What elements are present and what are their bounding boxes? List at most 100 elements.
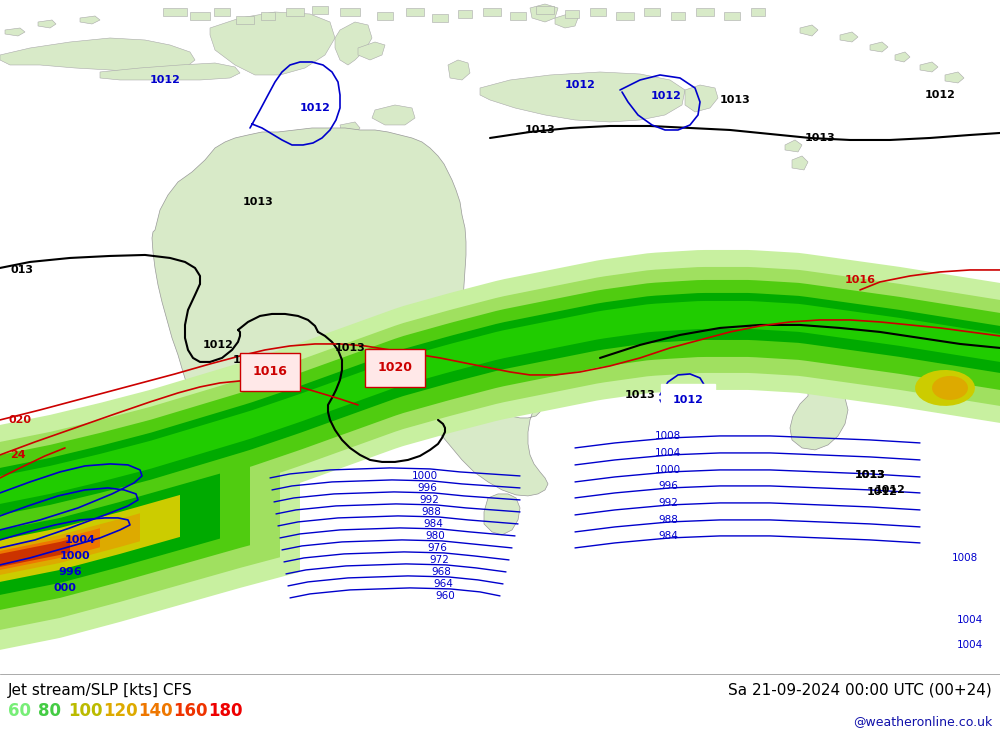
Text: 976: 976 bbox=[427, 543, 447, 553]
Text: 968: 968 bbox=[431, 567, 451, 577]
Polygon shape bbox=[696, 8, 714, 16]
Text: Sa 21-09-2024 00:00 UTC (00+24): Sa 21-09-2024 00:00 UTC (00+24) bbox=[728, 683, 992, 698]
Polygon shape bbox=[0, 539, 70, 567]
Polygon shape bbox=[0, 474, 220, 595]
Text: 1012: 1012 bbox=[867, 487, 897, 497]
Text: 1013: 1013 bbox=[720, 95, 750, 105]
Polygon shape bbox=[340, 122, 360, 135]
Polygon shape bbox=[0, 293, 1000, 515]
Text: 984: 984 bbox=[658, 531, 678, 541]
Text: 1008: 1008 bbox=[655, 431, 681, 441]
Text: 992: 992 bbox=[658, 498, 678, 508]
Polygon shape bbox=[312, 6, 328, 14]
Polygon shape bbox=[261, 12, 275, 20]
Text: 1000: 1000 bbox=[655, 465, 681, 475]
Polygon shape bbox=[932, 376, 968, 400]
Polygon shape bbox=[432, 14, 448, 22]
Polygon shape bbox=[790, 390, 848, 450]
Polygon shape bbox=[0, 495, 180, 582]
Polygon shape bbox=[0, 450, 250, 610]
Text: 1012: 1012 bbox=[300, 103, 330, 113]
Polygon shape bbox=[840, 32, 858, 42]
Polygon shape bbox=[616, 12, 634, 20]
Text: 996: 996 bbox=[58, 567, 82, 577]
Polygon shape bbox=[510, 12, 526, 20]
Polygon shape bbox=[800, 25, 818, 36]
Polygon shape bbox=[0, 427, 280, 630]
Text: 1012: 1012 bbox=[875, 485, 905, 495]
Polygon shape bbox=[915, 370, 975, 406]
Text: 1012: 1012 bbox=[565, 80, 595, 90]
Text: 1013: 1013 bbox=[855, 470, 885, 480]
Polygon shape bbox=[555, 14, 578, 28]
Text: Jet stream/SLP [kts] CFS: Jet stream/SLP [kts] CFS bbox=[8, 683, 193, 698]
Text: @weatheronline.co.uk: @weatheronline.co.uk bbox=[853, 715, 992, 728]
Text: 996: 996 bbox=[658, 481, 678, 491]
Text: 1000: 1000 bbox=[412, 471, 438, 481]
Text: 1012: 1012 bbox=[925, 90, 955, 100]
Polygon shape bbox=[340, 8, 360, 16]
Polygon shape bbox=[406, 8, 424, 16]
Text: 160: 160 bbox=[173, 702, 208, 720]
Text: 1013: 1013 bbox=[243, 197, 273, 207]
Polygon shape bbox=[458, 10, 472, 18]
Text: 000: 000 bbox=[54, 583, 76, 593]
Text: 1012: 1012 bbox=[203, 340, 233, 350]
Polygon shape bbox=[163, 8, 187, 16]
Polygon shape bbox=[0, 528, 100, 570]
Polygon shape bbox=[671, 12, 685, 20]
Polygon shape bbox=[0, 301, 1000, 504]
Polygon shape bbox=[590, 8, 606, 16]
Text: 960: 960 bbox=[435, 591, 455, 601]
Text: 996: 996 bbox=[417, 483, 437, 493]
Text: 980: 980 bbox=[425, 531, 445, 541]
Text: 1004: 1004 bbox=[65, 535, 95, 545]
Text: 1004: 1004 bbox=[957, 615, 983, 625]
Polygon shape bbox=[724, 12, 740, 20]
Polygon shape bbox=[5, 28, 25, 36]
Polygon shape bbox=[210, 12, 335, 75]
Text: 140: 140 bbox=[138, 702, 173, 720]
Text: 1013: 1013 bbox=[855, 470, 885, 480]
Polygon shape bbox=[236, 16, 254, 24]
Polygon shape bbox=[152, 128, 548, 496]
Polygon shape bbox=[565, 10, 579, 18]
Text: 1004: 1004 bbox=[655, 448, 681, 458]
Polygon shape bbox=[484, 494, 520, 535]
Text: 988: 988 bbox=[658, 515, 678, 525]
Text: 1020: 1020 bbox=[378, 361, 413, 375]
Polygon shape bbox=[100, 63, 240, 80]
Polygon shape bbox=[377, 12, 393, 20]
Polygon shape bbox=[644, 8, 660, 16]
Text: 60: 60 bbox=[8, 702, 31, 720]
Text: 984: 984 bbox=[423, 519, 443, 529]
Text: 1012: 1012 bbox=[651, 91, 681, 101]
Polygon shape bbox=[335, 22, 372, 65]
Polygon shape bbox=[685, 85, 718, 112]
Text: 1013: 1013 bbox=[335, 343, 365, 353]
Text: 1013: 1013 bbox=[805, 133, 835, 143]
Text: 1016: 1016 bbox=[844, 275, 876, 285]
Text: 24: 24 bbox=[10, 450, 26, 460]
Text: 1013: 1013 bbox=[625, 390, 655, 400]
Text: 1013: 1013 bbox=[233, 355, 263, 365]
Text: 964: 964 bbox=[433, 579, 453, 589]
Polygon shape bbox=[0, 38, 195, 72]
Text: 100: 100 bbox=[68, 702, 103, 720]
Polygon shape bbox=[536, 6, 554, 14]
Polygon shape bbox=[358, 42, 385, 60]
Polygon shape bbox=[0, 402, 300, 650]
Text: 180: 180 bbox=[208, 702, 242, 720]
Text: 120: 120 bbox=[103, 702, 138, 720]
Polygon shape bbox=[483, 8, 501, 16]
Text: 80: 80 bbox=[38, 702, 61, 720]
Polygon shape bbox=[895, 52, 910, 62]
Text: 1016: 1016 bbox=[253, 366, 287, 378]
Text: 1012: 1012 bbox=[673, 395, 703, 405]
Polygon shape bbox=[0, 250, 1000, 565]
Text: 972: 972 bbox=[429, 555, 449, 565]
Text: 1012: 1012 bbox=[150, 75, 180, 85]
Text: 020: 020 bbox=[8, 415, 32, 425]
Polygon shape bbox=[804, 350, 852, 390]
Polygon shape bbox=[0, 513, 140, 575]
